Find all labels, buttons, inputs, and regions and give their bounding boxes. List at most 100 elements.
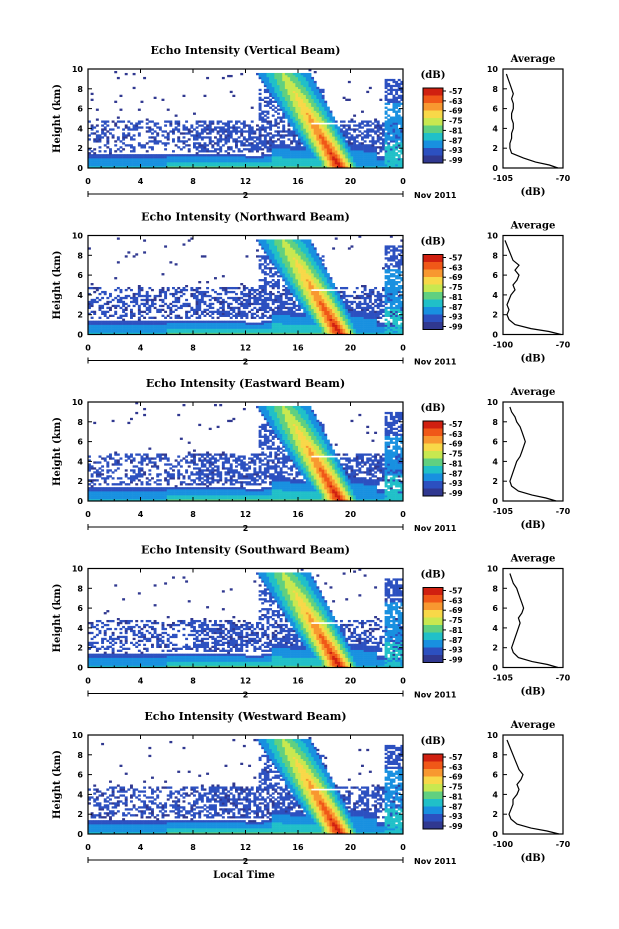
heatmap-cell [298,92,301,96]
heatmap-cell [156,310,160,314]
heatmap-cell [145,302,149,306]
heatmap-cell [308,108,312,111]
heatmap-cell [334,308,338,312]
heatmap-cell [290,122,294,125]
heatmap-cell [342,150,346,153]
heatmap-cell [287,277,291,280]
heatmap-cell [274,158,278,161]
heatmap-cell [287,288,291,292]
heatmap-cell [361,138,364,141]
heatmap-cell [277,294,280,298]
heatmap-cell [261,286,265,290]
heatmap-cell [153,296,157,300]
heatmap-cell [203,292,207,296]
heatmap-cell [284,261,288,264]
heatmap-cell [145,130,149,133]
heatmap-cell [98,322,102,325]
heatmap-cell [282,142,286,145]
heatmap-cell [384,134,388,137]
heatmap-cell [271,275,275,278]
heatmap-cell [287,302,291,306]
heatmap-cell [130,146,133,149]
heatmap-cell [274,318,278,321]
heatmap-cell [295,277,299,280]
heatmap-cell [195,324,199,327]
heatmap-cell [298,118,301,121]
heatmap-cell [127,320,131,323]
heatmap-cell [282,92,286,96]
heatmap-cell [366,90,370,94]
heatmap-cell [116,156,120,159]
heatmap-cell [363,158,367,161]
heatmap-cell [355,158,359,161]
heatmap-cell [316,273,320,276]
heatmap-cell [324,277,328,280]
heatmap-cell [284,255,288,258]
heatmap-cell [116,237,120,240]
heatmap-cell [106,130,110,133]
heatmap-cell [308,302,312,306]
heatmap-cell [324,294,328,298]
heatmap-cell [187,132,191,135]
heatmap-cell [227,164,231,167]
heatmap-cell [250,308,254,312]
heatmap-cell [161,330,165,333]
heatmap-cell [300,86,304,90]
heatmap-cell [321,318,325,321]
heatmap-cell [300,294,304,298]
heatmap-cell [145,156,149,159]
heatmap-cell [240,328,244,331]
heatmap-cell [368,134,372,137]
heatmap-cell [400,142,404,145]
heatmap-cell [361,142,364,145]
heatmap-cell [279,154,283,157]
heatmap-cell [340,148,343,151]
heatmap-cell [190,308,194,312]
heatmap-cell [93,312,97,315]
heatmap-cell [200,164,204,167]
heatmap-cell [203,120,207,123]
heatmap-cell [321,322,325,325]
heatmap-cell [300,267,304,270]
heatmap-cell [311,320,315,323]
heatmap-cell [101,132,105,135]
heatmap-cell [308,100,312,103]
heatmap-cell [379,158,383,161]
heatmap-cell [250,156,254,159]
heatmap-cell [211,162,215,165]
heatmap-cell [203,126,207,129]
heatmap-cell [174,158,178,161]
heatmap-cell [340,138,343,141]
heatmap-cell [195,290,199,294]
heatmap-cell [182,292,186,296]
heatmap-cell [329,292,333,296]
heatmap-cell [258,134,262,137]
heatmap-cell [250,132,254,135]
heatmap-cell [245,138,249,141]
heatmap-cell [211,158,215,161]
heatmap-cell [256,144,259,147]
heatmap-cell [164,166,168,169]
heatmap-cell [353,154,357,157]
heatmap-cell [371,160,375,163]
heatmap-cell [206,312,210,315]
heatmap-cell [319,308,322,312]
heatmap-cell [227,128,231,131]
heatmap-cell [237,150,241,153]
heatmap-cell [287,112,291,115]
heatmap-cell [116,148,120,151]
heatmap-cell [253,300,257,304]
heatmap-cell [232,150,236,153]
heatmap-cell [263,126,267,129]
heatmap-cell [340,132,343,135]
heatmap-cell [353,150,357,153]
heatmap-cell [158,320,162,323]
heatmap-cell [127,166,131,169]
heatmap-cell [216,308,220,312]
heatmap-cell [114,324,118,327]
heatmap-cell [208,330,212,333]
heatmap-cell [158,324,162,327]
heatmap-cell [156,294,160,298]
heatmap-cell [298,142,301,145]
heatmap-cell [326,283,330,286]
